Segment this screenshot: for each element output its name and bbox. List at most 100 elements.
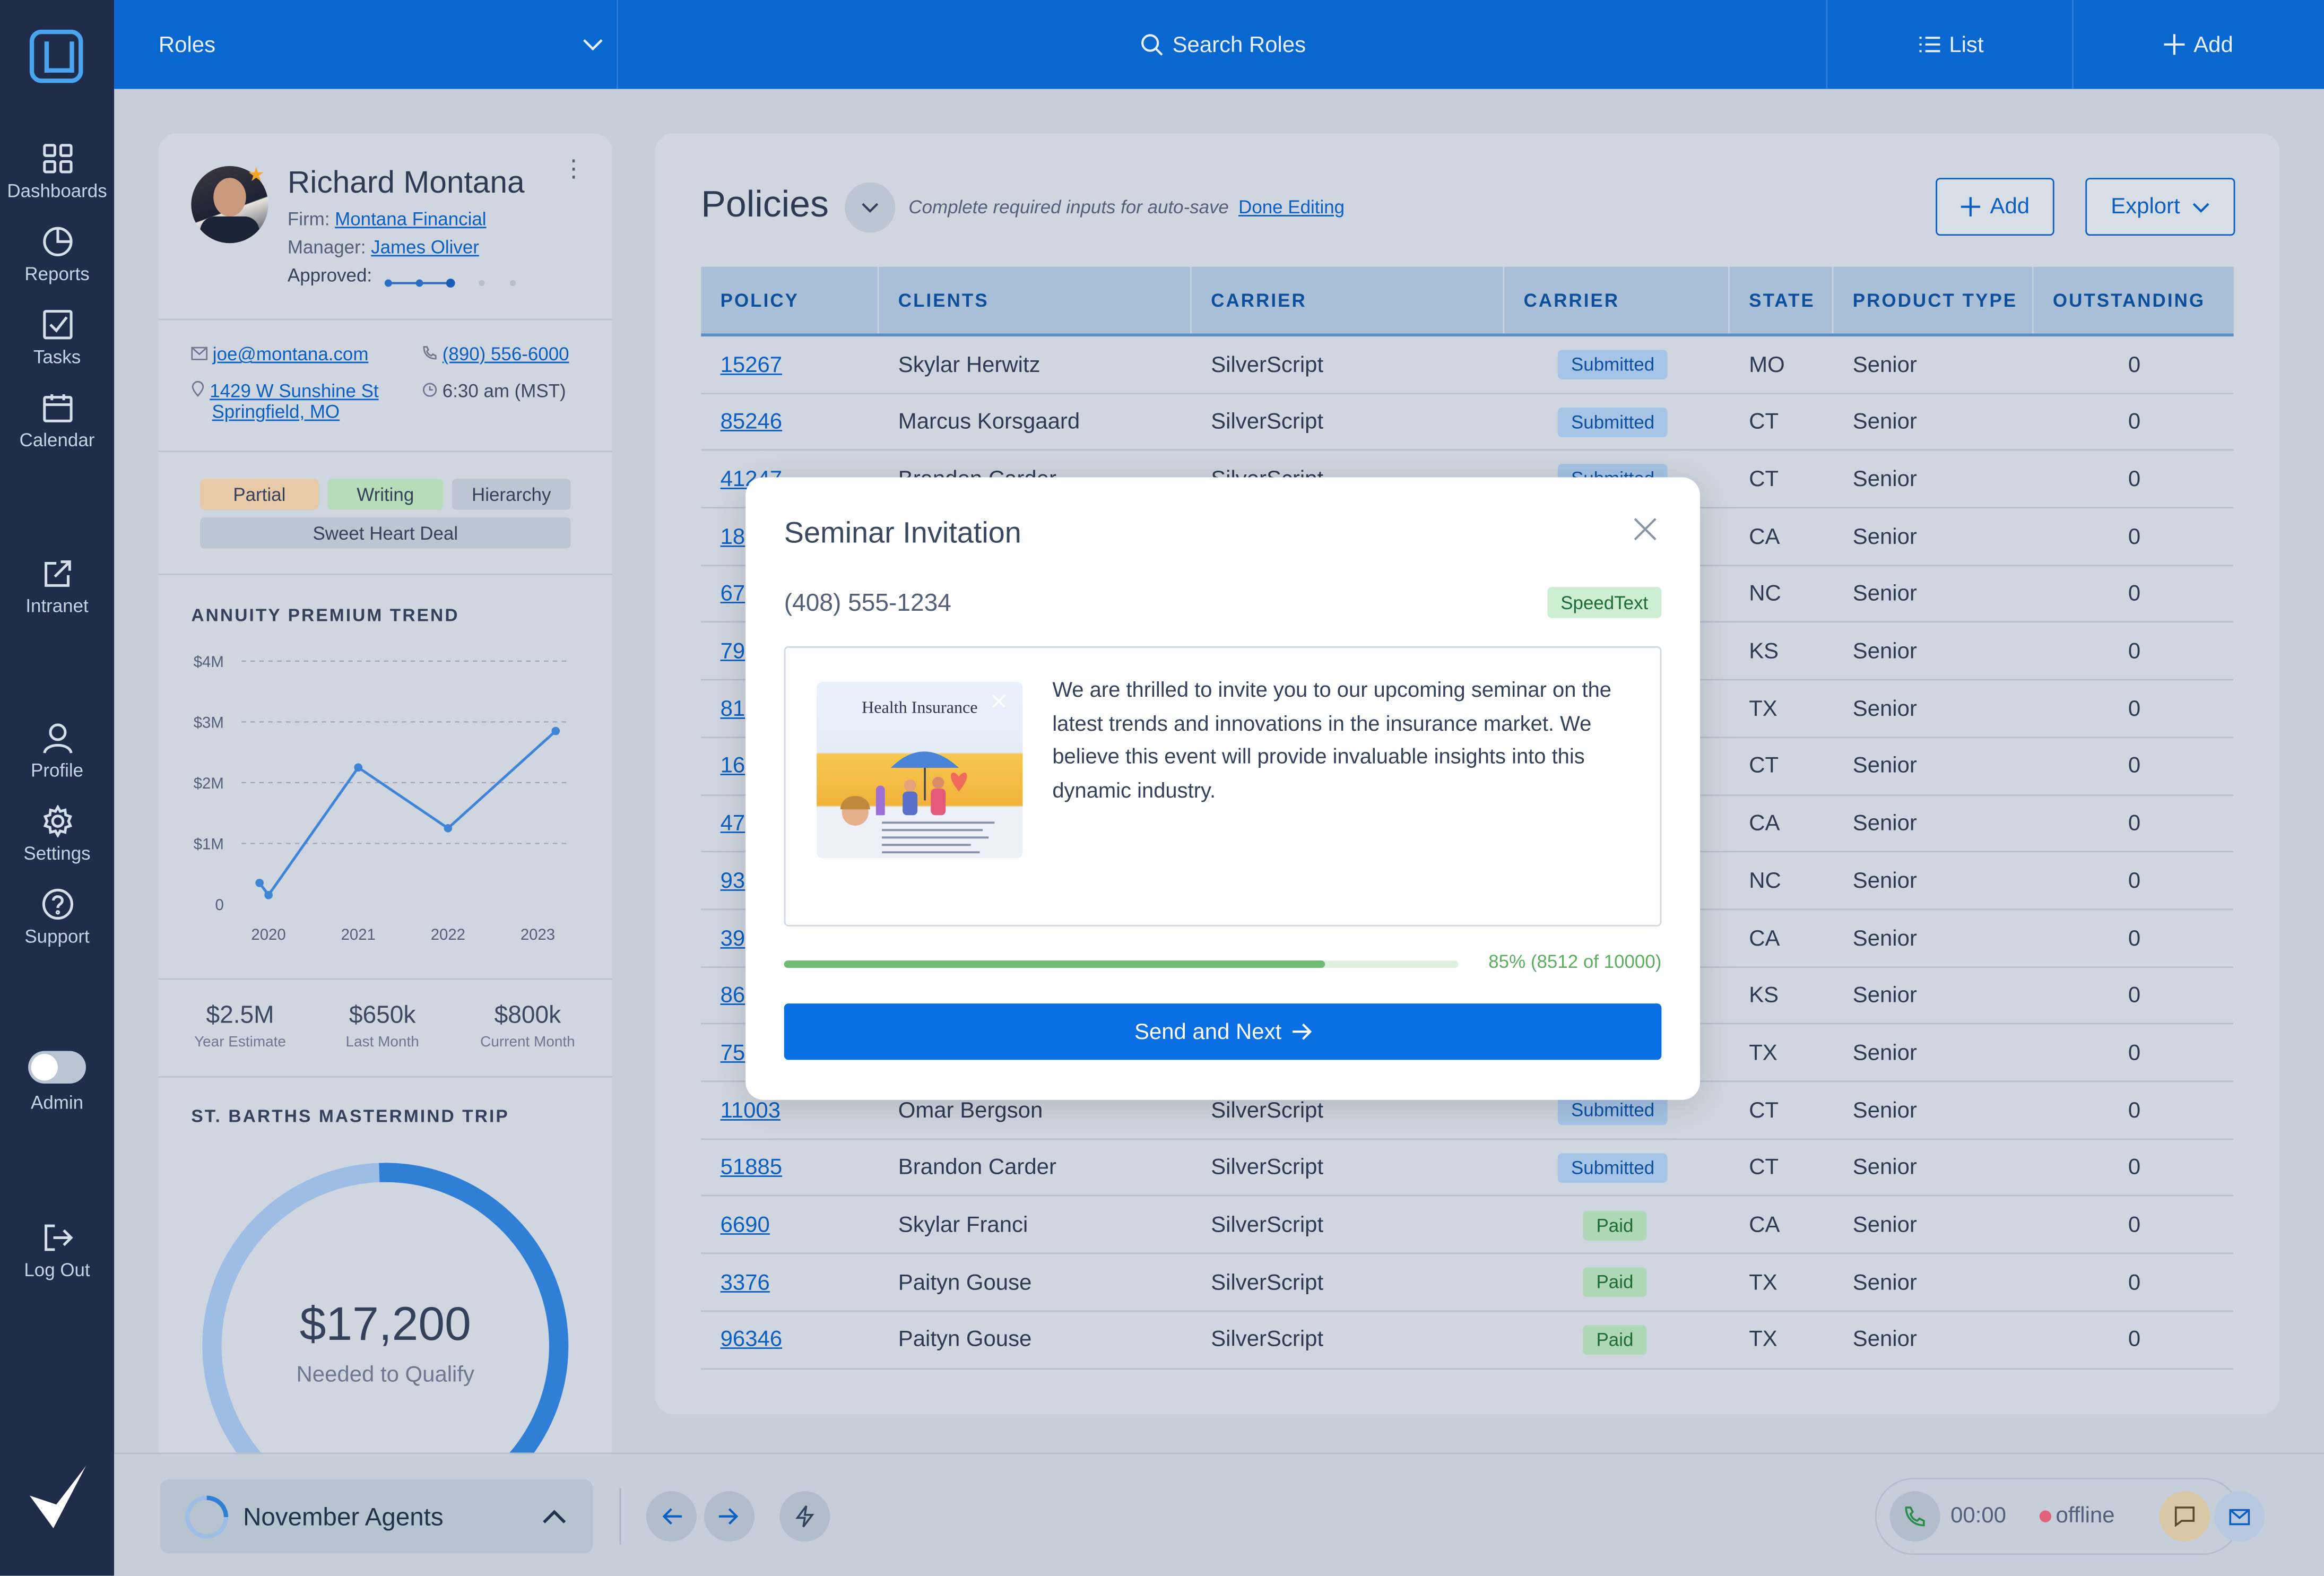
column-header-policy[interactable]: POLICY	[720, 290, 800, 311]
list-button[interactable]: List	[1919, 0, 1984, 89]
trend-point[interactable]	[444, 824, 453, 833]
column-header-outstanding[interactable]: OUTSTANDING	[2052, 290, 2206, 311]
firm-link[interactable]: Montana Financial	[335, 209, 487, 230]
sidebar-item-profile[interactable]: Profile	[0, 722, 114, 781]
policy-number-link[interactable]: 67	[720, 581, 745, 607]
admin-toggle[interactable]	[28, 1051, 86, 1084]
tag-partial[interactable]: Partial	[200, 479, 319, 510]
done-editing-link[interactable]: Done Editing	[1238, 197, 1345, 218]
column-header-carrier[interactable]: CARRIER	[1211, 290, 1307, 311]
address-line2[interactable]: Springfield, MO	[212, 402, 340, 423]
policies-dropdown[interactable]	[845, 182, 896, 233]
policy-number-link[interactable]: 3376	[720, 1270, 770, 1295]
policy-number-link[interactable]: 11003	[720, 1097, 781, 1123]
trend-point[interactable]	[255, 879, 264, 887]
more-options-icon[interactable]: ⋮	[561, 157, 586, 183]
trend-point[interactable]	[264, 890, 273, 899]
y-tick-label: $4M	[194, 653, 224, 671]
manager-link[interactable]: James Oliver	[371, 237, 479, 258]
trip-caption: Needed to Qualify	[296, 1362, 474, 1388]
sidebar-item-calendar[interactable]: Calendar	[0, 391, 114, 451]
table-row[interactable]: 15267 Skylar Herwitz SilverScript Submitted…	[701, 336, 2234, 394]
column-header-clients[interactable]: CLIENTS	[898, 290, 989, 311]
policy-number-link[interactable]: 39	[720, 925, 745, 951]
tag-hierarchy[interactable]: Hierarchy	[452, 479, 571, 510]
table-row[interactable]: 96346 Paityn Gouse SilverScript Paid TX Senio…	[701, 1312, 2234, 1369]
state-code: CT	[1749, 1097, 1779, 1123]
product-type: Senior	[1852, 466, 1917, 492]
next-button[interactable]	[704, 1491, 755, 1542]
sidebar-item-reports[interactable]: Reports	[0, 226, 114, 284]
column-header-carrier-status[interactable]: CARRIER	[1523, 290, 1620, 311]
email-link[interactable]: joe@montana.com	[212, 344, 369, 365]
phone-link[interactable]: (890) 556-6000	[442, 344, 569, 365]
policy-number-link[interactable]: 51885	[720, 1155, 783, 1181]
policy-number-link[interactable]: 86	[720, 983, 745, 1009]
sidebar-item-settings[interactable]: Settings	[0, 804, 114, 864]
status-badge: Submitted	[1557, 350, 1668, 380]
manager-line: Manager: James Oliver	[288, 237, 479, 258]
app-logo[interactable]	[29, 29, 83, 83]
table-row[interactable]: 85246 Marcus Korsgaard SilverScript Submitt…	[701, 394, 2234, 452]
sidebar-item-support[interactable]: Support	[0, 888, 114, 947]
policy-number-link[interactable]: 81	[720, 696, 745, 722]
search-roles[interactable]: Search Roles	[1140, 0, 1306, 89]
top-add-button[interactable]: Add	[2164, 0, 2233, 89]
policy-number-link[interactable]: 75	[720, 1040, 745, 1066]
previous-button[interactable]	[646, 1491, 697, 1542]
sidebar-item-tasks[interactable]: Tasks	[0, 308, 114, 368]
call-button[interactable]	[1889, 1491, 1940, 1542]
table-row[interactable]: 6690 Skylar Franci SilverScript Paid CA Senio…	[701, 1197, 2234, 1254]
trend-point[interactable]	[354, 763, 363, 772]
table-row[interactable]: 3376 Paityn Gouse SilverScript Paid TX Senior…	[701, 1254, 2234, 1312]
outstanding-value: 0	[2128, 352, 2141, 377]
carrier-name: SilverScript	[1211, 352, 1324, 377]
phone-contact[interactable]: (890) 556-6000	[422, 344, 569, 365]
table-row[interactable]: 11003 Omar Bergson SilverScript Submitted CT…	[701, 1082, 2234, 1140]
table-row[interactable]: 51885 Brandon Carder SilverScript Submitted…	[701, 1140, 2234, 1197]
state-code: CT	[1749, 1155, 1779, 1181]
health-insurance-flyer[interactable]: Health Insurance	[817, 681, 1023, 859]
agent-group-selector[interactable]: November Agents	[160, 1479, 593, 1554]
policy-number-link[interactable]: 18	[720, 524, 745, 550]
product-type: Senior	[1852, 409, 1917, 435]
plus-icon	[1960, 197, 1980, 217]
chat-button[interactable]	[2159, 1491, 2210, 1542]
column-header-state[interactable]: STATE	[1749, 290, 1815, 311]
message-preview[interactable]: Health Insurance We are thrilled to invi…	[784, 646, 1662, 926]
quick-action-button[interactable]	[779, 1491, 830, 1542]
policy-number-link[interactable]: 15267	[720, 352, 783, 377]
column-header-product-type[interactable]: PRODUCT TYPE	[1852, 290, 2018, 311]
carrier-name: SilverScript	[1211, 1213, 1324, 1238]
x-tick-label: 2022	[431, 926, 465, 943]
sidebar-item-logout[interactable]: Log Out	[0, 1222, 114, 1280]
sidebar-item-admin[interactable]: Admin	[0, 1093, 114, 1113]
close-icon[interactable]	[1632, 516, 1659, 542]
sidebar-item-label: Support	[24, 926, 90, 947]
policy-number-link[interactable]: 79	[720, 638, 745, 664]
policy-number-link[interactable]: 93	[720, 868, 745, 894]
policies-add-button[interactable]: Add	[1936, 178, 2054, 236]
policy-number-link[interactable]: 96346	[720, 1327, 783, 1353]
profile-name: Richard Montana	[287, 166, 525, 201]
tag-writing[interactable]: Writing	[327, 479, 444, 510]
email-button[interactable]	[2214, 1491, 2265, 1542]
tag-sweet-heart-deal[interactable]: Sweet Heart Deal	[200, 517, 571, 549]
address-contact[interactable]: 1429 W Sunshine St Springfield, MO	[191, 380, 379, 423]
export-button[interactable]: Explort	[2085, 178, 2235, 236]
policy-number-link[interactable]: 16	[720, 754, 745, 779]
outstanding-value: 0	[2128, 754, 2141, 779]
roles-dropdown[interactable]: Roles	[159, 0, 618, 89]
policy-number-link[interactable]: 6690	[720, 1213, 770, 1238]
trend-title: ANNUITY PREMIUM TREND	[191, 604, 459, 626]
sidebar-item-intranet[interactable]: Intranet	[0, 557, 114, 617]
address-line1[interactable]: 1429 W Sunshine St	[210, 380, 379, 402]
policy-number-link[interactable]: 85246	[720, 409, 783, 435]
policy-number-link[interactable]: 47	[720, 811, 745, 836]
state-code: CA	[1749, 1213, 1780, 1238]
sidebar-item-dashboards[interactable]: Dashboards	[0, 142, 114, 202]
send-and-next-button[interactable]: Send and Next	[784, 1003, 1662, 1060]
trend-point[interactable]	[551, 726, 560, 735]
email-contact[interactable]: joe@montana.com	[191, 344, 368, 365]
mail-icon	[2229, 1508, 2250, 1525]
